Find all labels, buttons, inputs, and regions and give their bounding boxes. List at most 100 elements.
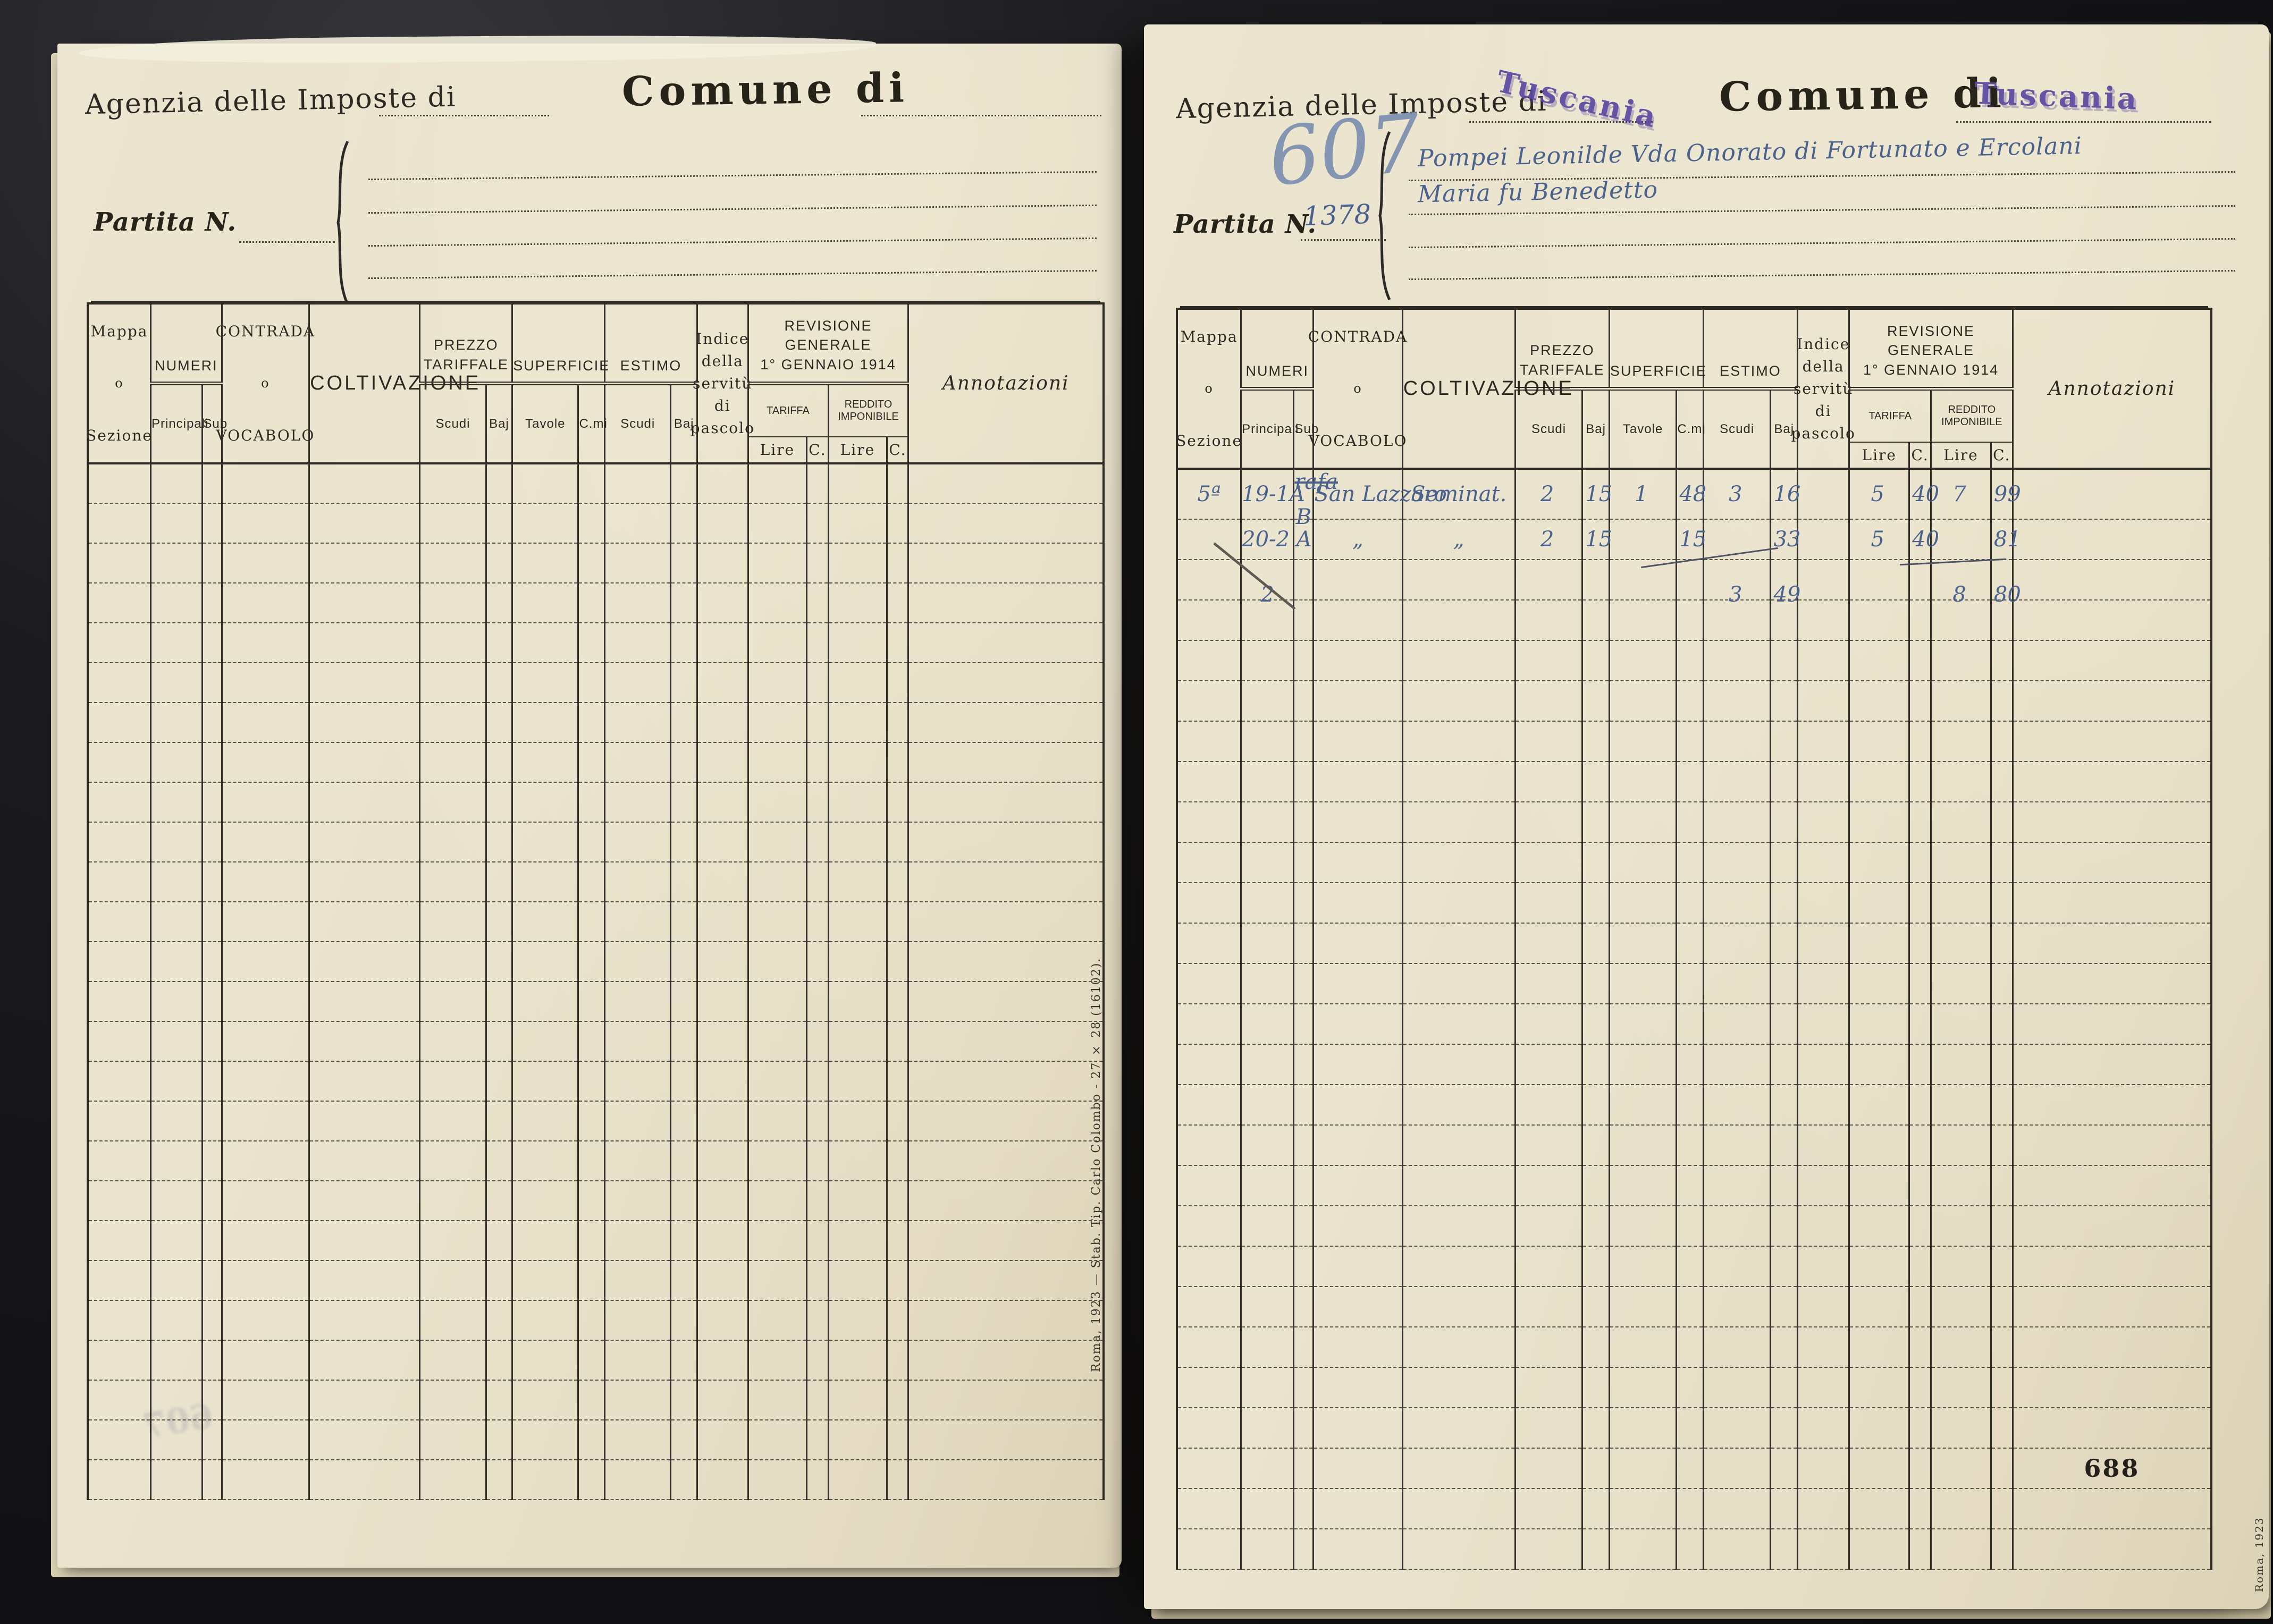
cmi-value: 15 xyxy=(1679,527,1707,552)
cell xyxy=(696,503,749,544)
cell xyxy=(87,463,151,504)
cell xyxy=(419,742,487,783)
cell xyxy=(1514,1246,1584,1287)
cell xyxy=(670,861,698,902)
cell xyxy=(827,1380,888,1420)
header-text: TARIFFALE xyxy=(1519,361,1605,378)
cell xyxy=(1582,923,1610,964)
header-text: PREZZO xyxy=(1530,342,1595,359)
cell xyxy=(1909,640,1932,681)
cell xyxy=(604,1220,672,1261)
cell xyxy=(1401,1044,1516,1085)
cell xyxy=(1797,761,1850,802)
header-text: CONTRADA xyxy=(215,323,316,340)
cell xyxy=(1909,1286,1932,1327)
cell xyxy=(1770,1205,1799,1247)
cell xyxy=(1990,761,2014,802)
cell xyxy=(578,1061,606,1102)
cell xyxy=(1676,1326,1704,1368)
cell xyxy=(827,782,888,823)
cell xyxy=(1930,923,1992,964)
cell xyxy=(1930,842,1992,883)
cell xyxy=(1676,923,1704,964)
cell xyxy=(2011,963,2212,1004)
cell xyxy=(87,1021,151,1062)
cell xyxy=(578,1140,606,1181)
cell xyxy=(1990,1448,2014,1489)
col-header-superficie: SUPERFICIE xyxy=(511,303,609,386)
cell xyxy=(511,901,579,942)
cell xyxy=(202,1140,223,1181)
cell xyxy=(1176,1246,1242,1287)
cell xyxy=(1797,1205,1850,1247)
cell xyxy=(485,662,513,703)
cell xyxy=(221,463,310,504)
cell-contrada: San Lazzaro xyxy=(1312,468,1447,520)
cell xyxy=(1176,1286,1242,1327)
cell xyxy=(1608,923,1678,964)
cell xyxy=(419,1419,487,1460)
col-header-tariffa-c: C. xyxy=(806,436,829,464)
cell xyxy=(1176,1528,1242,1570)
cell xyxy=(806,1180,829,1221)
cell xyxy=(1848,1326,1910,1368)
cell xyxy=(907,582,1105,623)
cell xyxy=(419,1340,487,1381)
cell xyxy=(747,861,808,902)
cell xyxy=(1676,599,1704,641)
cell xyxy=(2011,1286,2212,1327)
coltivazione-value: Seminat. xyxy=(1411,481,1507,506)
cell xyxy=(1312,842,1403,883)
cell xyxy=(221,782,310,823)
cell xyxy=(1930,680,1992,722)
cell xyxy=(670,582,698,623)
cell xyxy=(1293,761,1315,802)
cell xyxy=(887,1220,910,1261)
cell xyxy=(670,1340,698,1381)
cell xyxy=(696,822,749,862)
cell xyxy=(604,622,672,663)
cell xyxy=(1176,1084,1242,1126)
cell xyxy=(670,662,698,703)
cell xyxy=(511,822,579,862)
cell xyxy=(1676,842,1704,883)
cell xyxy=(827,662,888,703)
table-row xyxy=(87,1260,1105,1301)
header-text: Mappa xyxy=(90,323,148,340)
cell xyxy=(485,941,513,982)
table-row xyxy=(87,1340,1105,1381)
cell xyxy=(670,702,698,743)
cell xyxy=(806,622,829,663)
cell xyxy=(308,702,421,743)
cell xyxy=(1990,1165,2014,1206)
cell-prezzo-baj xyxy=(1582,559,1610,600)
col-header-prezzo: PREZZO TARIFFALE xyxy=(1514,308,1610,391)
cell xyxy=(1848,761,1910,802)
cell xyxy=(511,543,579,583)
cell xyxy=(308,941,421,982)
cell xyxy=(887,981,910,1022)
cell xyxy=(202,782,223,823)
col-header-tariffa: TARIFFA xyxy=(747,383,829,437)
cell xyxy=(670,1180,698,1221)
cell xyxy=(747,503,808,544)
cell xyxy=(604,702,672,743)
col-header-revisione: REVISIONE GENERALE 1° GENNAIO 1914 xyxy=(747,303,910,386)
cell xyxy=(308,742,421,783)
cell xyxy=(696,702,749,743)
cell xyxy=(1848,801,1910,843)
coltivazione-value: „ xyxy=(1453,527,1464,552)
estimo-baj-value: 33 xyxy=(1773,527,1801,552)
cell xyxy=(1676,1165,1704,1206)
cell xyxy=(827,463,888,504)
cell-estimo-scudi: 3 xyxy=(1702,559,1772,607)
cell xyxy=(1176,1407,1242,1449)
cell xyxy=(1401,1003,1516,1045)
cell xyxy=(202,463,223,504)
cell xyxy=(1848,882,1910,924)
header-text: o xyxy=(1353,381,1362,396)
cell xyxy=(1909,842,1932,883)
col-header-tavole: Tavole xyxy=(511,383,579,464)
owner-write-line xyxy=(368,204,1097,214)
cell xyxy=(747,1061,808,1102)
